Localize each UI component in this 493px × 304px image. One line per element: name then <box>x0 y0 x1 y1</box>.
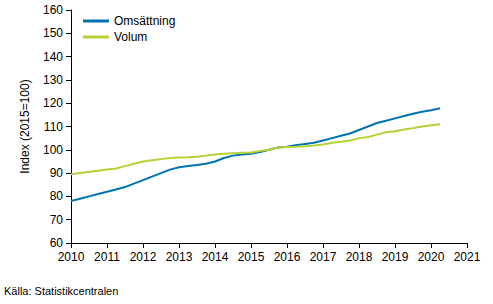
svg-text:70: 70 <box>50 213 64 227</box>
svg-text:160: 160 <box>43 3 63 17</box>
svg-text:130: 130 <box>43 73 63 87</box>
svg-text:2015: 2015 <box>238 250 265 264</box>
svg-text:110: 110 <box>44 120 63 134</box>
svg-text:140: 140 <box>43 50 63 64</box>
svg-text:2012: 2012 <box>130 250 157 264</box>
svg-text:60: 60 <box>50 236 64 250</box>
svg-text:90: 90 <box>50 166 64 180</box>
svg-text:100: 100 <box>43 143 63 157</box>
svg-text:2021: 2021 <box>454 250 481 264</box>
svg-text:2020: 2020 <box>418 250 445 264</box>
svg-text:2014: 2014 <box>202 250 229 264</box>
svg-text:2019: 2019 <box>382 250 409 264</box>
svg-text:Index (2015=100): Index (2015=100) <box>18 79 32 173</box>
svg-text:2018: 2018 <box>346 250 373 264</box>
svg-text:2016: 2016 <box>274 250 301 264</box>
svg-text:Volum: Volum <box>114 30 147 44</box>
svg-text:120: 120 <box>43 96 63 110</box>
svg-text:2011: 2011 <box>94 250 120 264</box>
svg-text:150: 150 <box>43 26 63 40</box>
svg-text:80: 80 <box>50 189 64 203</box>
svg-text:Källa: Statistikcentralen: Källa: Statistikcentralen <box>4 285 118 297</box>
svg-text:Omsättning: Omsättning <box>114 14 175 28</box>
svg-text:2013: 2013 <box>166 250 193 264</box>
svg-text:2017: 2017 <box>310 250 337 264</box>
svg-text:2010: 2010 <box>58 250 85 264</box>
